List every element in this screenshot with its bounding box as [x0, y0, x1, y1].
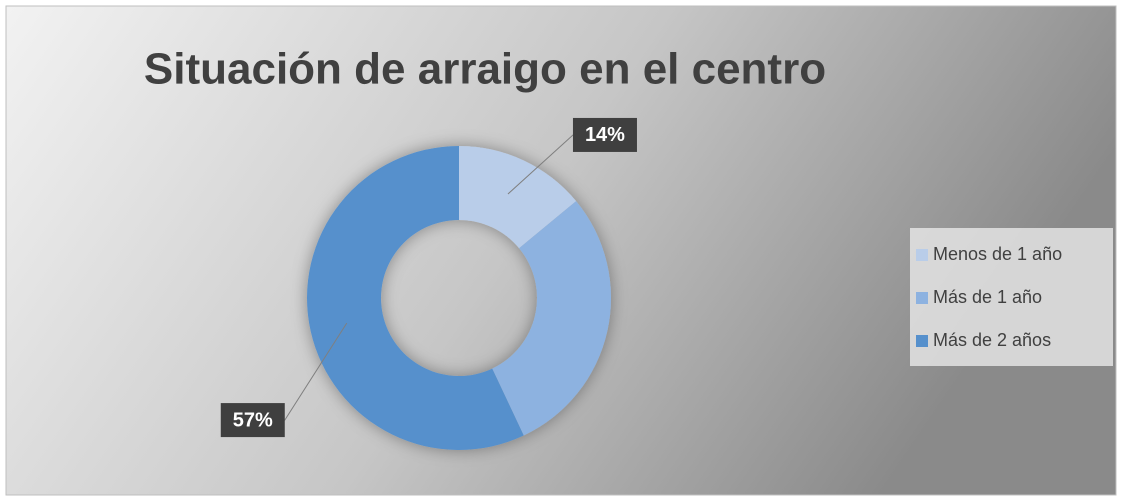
- data-label-box: [572, 117, 637, 152]
- data-label-box: [220, 403, 285, 438]
- data-label: 57%: [233, 409, 273, 431]
- legend-swatch: [916, 292, 928, 304]
- donut-segment: [492, 201, 612, 436]
- donut-segment: [306, 146, 524, 451]
- legend-label: Menos de 1 año: [933, 244, 1062, 264]
- donut: [306, 146, 612, 451]
- legend-swatch: [916, 249, 928, 261]
- data-label: 14%: [585, 124, 625, 146]
- legend-swatch: [916, 335, 928, 347]
- donut-segment: [459, 146, 577, 249]
- chart-title: Situación de arraigo en el centro: [144, 45, 826, 94]
- legend-label: Más de 1 año: [933, 287, 1042, 307]
- legend: [910, 228, 1113, 366]
- legend-label: Más de 2 años: [933, 330, 1051, 350]
